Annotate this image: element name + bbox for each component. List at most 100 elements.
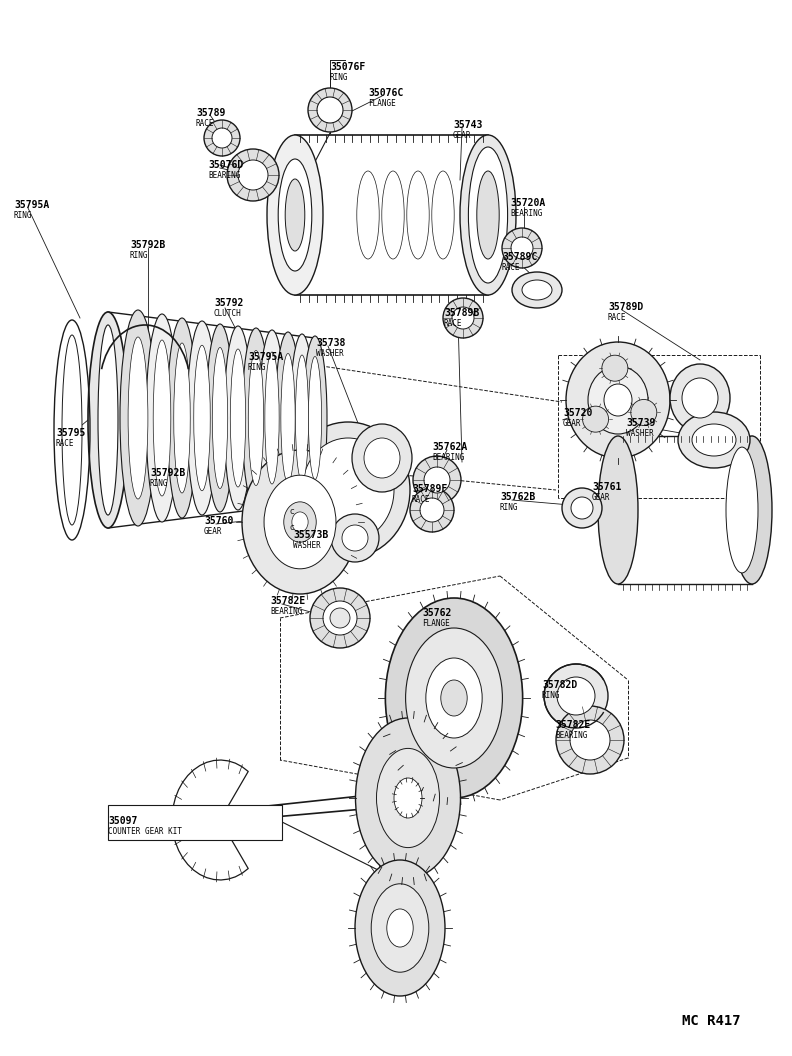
Text: c: c [290,523,295,532]
Ellipse shape [352,425,412,492]
Text: BEARING: BEARING [510,208,543,218]
Text: 35743: 35743 [453,120,482,130]
Ellipse shape [194,345,210,491]
Ellipse shape [153,340,171,496]
Ellipse shape [726,447,758,573]
Ellipse shape [426,658,482,738]
Ellipse shape [278,159,312,271]
Ellipse shape [394,778,422,818]
Polygon shape [172,760,248,880]
Ellipse shape [242,328,270,508]
Text: GEAR: GEAR [563,418,581,428]
Ellipse shape [230,348,246,487]
Text: 35782D: 35782D [542,680,577,690]
Ellipse shape [317,97,343,122]
Ellipse shape [441,680,467,716]
Text: 35795A: 35795A [14,200,49,210]
Ellipse shape [602,355,628,381]
Text: MC R417: MC R417 [682,1014,741,1027]
Ellipse shape [295,355,309,480]
Ellipse shape [227,149,279,201]
Text: WASHER: WASHER [293,541,321,549]
Text: 35762: 35762 [422,608,451,618]
Text: RING: RING [330,73,348,81]
Ellipse shape [242,450,358,593]
Ellipse shape [204,120,240,156]
Ellipse shape [678,412,750,468]
Text: RACE: RACE [502,263,520,271]
Ellipse shape [249,351,264,486]
Text: RING: RING [248,362,266,372]
Ellipse shape [557,677,595,715]
Text: COUNTER GEAR KIT: COUNTER GEAR KIT [108,827,182,835]
Ellipse shape [692,425,736,456]
Text: GEAR: GEAR [453,131,471,139]
Ellipse shape [386,909,413,947]
Ellipse shape [323,601,357,635]
Ellipse shape [120,310,156,526]
Ellipse shape [452,307,474,329]
Ellipse shape [62,335,82,525]
Ellipse shape [571,497,593,518]
Text: 35076D: 35076D [208,161,243,170]
Ellipse shape [406,628,502,768]
Ellipse shape [420,498,444,522]
Text: GEAR: GEAR [592,492,611,502]
Text: FLANGE: FLANGE [422,619,450,627]
Ellipse shape [566,342,670,458]
Text: c: c [290,507,295,516]
Ellipse shape [206,324,234,512]
Text: 35795A: 35795A [248,352,284,362]
Ellipse shape [310,588,370,648]
Ellipse shape [371,884,428,973]
Ellipse shape [588,366,648,434]
Ellipse shape [364,438,400,478]
Text: 35789B: 35789B [444,308,479,318]
Text: RING: RING [130,250,149,260]
Ellipse shape [128,337,148,499]
Text: FLANGE: FLANGE [368,98,396,108]
Text: 35076F: 35076F [330,62,365,72]
Ellipse shape [670,364,730,432]
Ellipse shape [732,436,772,584]
Ellipse shape [330,608,350,628]
Ellipse shape [477,171,499,259]
Ellipse shape [556,706,624,774]
Ellipse shape [342,525,368,551]
Ellipse shape [376,749,440,848]
Text: 35761: 35761 [592,482,622,492]
Bar [108,805,282,840]
Text: 35789F: 35789F [412,484,447,494]
Text: 35762B: 35762B [500,492,535,502]
Ellipse shape [167,318,197,518]
Ellipse shape [285,180,305,251]
Ellipse shape [356,718,460,878]
Ellipse shape [212,128,232,148]
Ellipse shape [682,378,718,418]
Ellipse shape [281,354,295,483]
Ellipse shape [224,326,252,510]
Text: 35795: 35795 [56,428,86,438]
Text: WASHER: WASHER [626,429,653,437]
Text: GEAR: GEAR [204,527,223,535]
Ellipse shape [630,399,657,426]
Ellipse shape [286,422,410,558]
Ellipse shape [460,135,516,295]
Ellipse shape [562,488,602,528]
Ellipse shape [290,334,314,502]
Ellipse shape [146,314,178,522]
Ellipse shape [259,329,285,506]
Text: 35792B: 35792B [130,240,166,250]
Ellipse shape [502,228,542,268]
Ellipse shape [308,357,322,479]
Text: 35739: 35739 [626,418,655,428]
Ellipse shape [284,502,316,542]
Ellipse shape [410,488,454,532]
Ellipse shape [604,384,632,416]
Text: 35760: 35760 [204,516,234,526]
Ellipse shape [308,88,352,132]
Ellipse shape [386,598,523,798]
Text: CLUTCH: CLUTCH [214,308,242,318]
Ellipse shape [292,512,308,532]
Text: RING: RING [14,210,32,220]
